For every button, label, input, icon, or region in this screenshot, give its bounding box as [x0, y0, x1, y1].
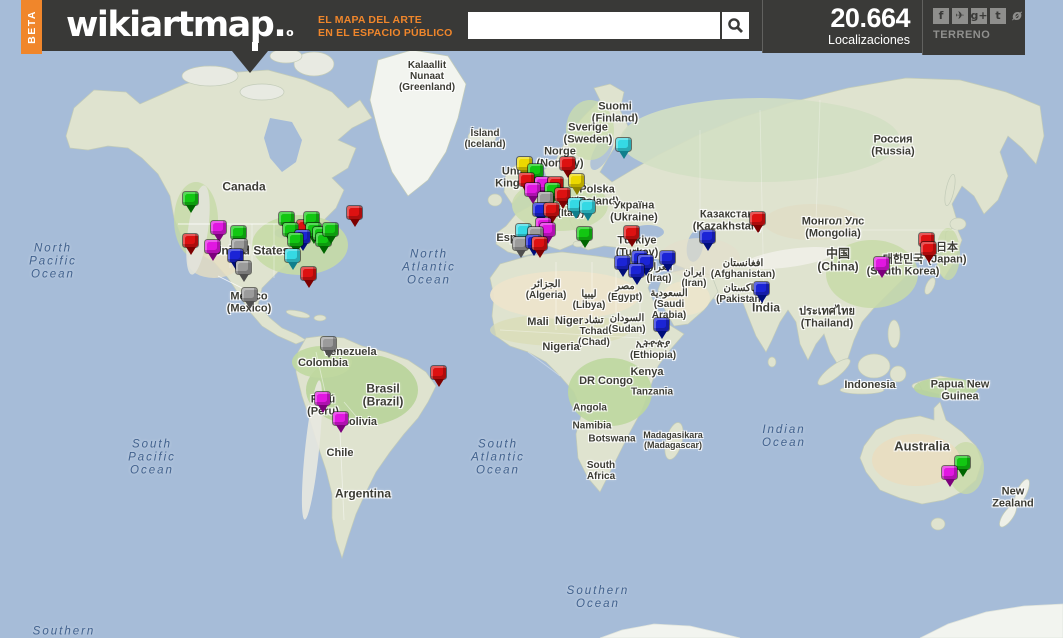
map-marker-gray[interactable] [242, 288, 257, 301]
tagline: EL MAPA DEL ARTE EN EL ESPACIO PÚBLICO [318, 14, 453, 39]
map-marker-magenta[interactable] [211, 221, 226, 234]
map-marker-blue[interactable] [660, 251, 675, 264]
map-marker-magenta[interactable] [333, 412, 348, 425]
map-marker-green[interactable] [323, 223, 338, 236]
map-marker-gray[interactable] [236, 261, 251, 274]
tumblr-icon[interactable]: t [990, 7, 1006, 24]
map-marker-magenta[interactable] [874, 257, 889, 270]
header-pointer-tick [252, 42, 258, 51]
antarctica [599, 623, 741, 638]
beta-label: BETA [25, 10, 38, 44]
map-marker-red[interactable] [347, 206, 362, 219]
map-marker-blue[interactable] [615, 256, 630, 269]
locations-count: 20.664 [830, 3, 910, 33]
map-marker-red[interactable] [544, 203, 559, 216]
map-marker-magenta[interactable] [540, 223, 555, 236]
tagline-line-1: EL MAPA DEL ARTE [318, 14, 422, 26]
map-marker-blue[interactable] [754, 282, 769, 295]
map-marker-yellow[interactable] [569, 174, 584, 187]
map-marker-blue[interactable] [629, 264, 644, 277]
map-marker-green[interactable] [304, 212, 319, 225]
map-marker-cyan[interactable] [580, 200, 595, 213]
map-marker-cyan[interactable] [285, 249, 300, 262]
greenland [369, 49, 467, 197]
header-pointer-notch [232, 51, 268, 73]
social-icons: f ✈ g+ t ø [933, 7, 1025, 24]
map-marker-green[interactable] [183, 192, 198, 205]
search-input[interactable] [468, 12, 720, 39]
map-marker-red[interactable] [624, 226, 639, 239]
map-marker-red[interactable] [555, 188, 570, 201]
social-panel: f ✈ g+ t ø TERRENO [922, 0, 1025, 55]
map-marker-blue[interactable] [654, 318, 669, 331]
logo-text: wikiartmap. [66, 5, 287, 45]
madagascar [664, 422, 684, 460]
map-marker-green[interactable] [279, 212, 294, 225]
map-marker-green[interactable] [231, 226, 246, 239]
map-marker-magenta[interactable] [525, 183, 540, 196]
borneo [857, 353, 891, 379]
map-marker-red[interactable] [532, 237, 547, 250]
map-marker-red[interactable] [921, 242, 936, 255]
map-marker-magenta[interactable] [205, 240, 220, 253]
map-marker-gray[interactable] [321, 337, 336, 350]
locations-counter: 20.664 Localizaciones [762, 0, 922, 53]
map-marker-blue[interactable] [228, 249, 243, 262]
twitter-icon[interactable]: ✈ [952, 7, 968, 24]
map-marker-cyan[interactable] [616, 138, 631, 151]
map-type-control[interactable]: TERRENO [933, 29, 991, 41]
map-marker-gray[interactable] [513, 237, 528, 250]
map-marker-red[interactable] [301, 267, 316, 280]
slashed-circle-icon[interactable]: ø [1012, 7, 1022, 24]
facebook-icon[interactable]: f [933, 7, 949, 24]
map-marker-blue[interactable] [700, 230, 715, 243]
logo[interactable]: wikiartmap.o [66, 1, 294, 57]
magnifier-icon [728, 18, 743, 33]
locations-count-label: Localizaciones [828, 33, 910, 47]
tagline-line-2: EN EL ESPACIO PÚBLICO [318, 26, 453, 39]
map-marker-red[interactable] [560, 157, 575, 170]
map-marker-green[interactable] [288, 233, 303, 246]
logo-suffix: o [286, 26, 294, 39]
map-marker-red[interactable] [431, 366, 446, 379]
beta-ribbon: BETA [21, 0, 42, 54]
map-marker-magenta[interactable] [315, 392, 330, 405]
hudson-bay [264, 118, 302, 172]
map-marker-red[interactable] [750, 212, 765, 225]
map-marker-magenta[interactable] [942, 466, 957, 479]
header-bar: wikiartmap.o EL MAPA DEL ARTE EN EL ESPA… [42, 0, 762, 51]
map-marker-gray[interactable] [538, 192, 553, 205]
search-button[interactable] [722, 12, 749, 39]
iceland [467, 128, 497, 146]
map-marker-green[interactable] [577, 227, 592, 240]
google-plus-icon[interactable]: g+ [970, 7, 988, 24]
map-marker-red[interactable] [183, 234, 198, 247]
map-marker-green[interactable] [955, 456, 970, 469]
